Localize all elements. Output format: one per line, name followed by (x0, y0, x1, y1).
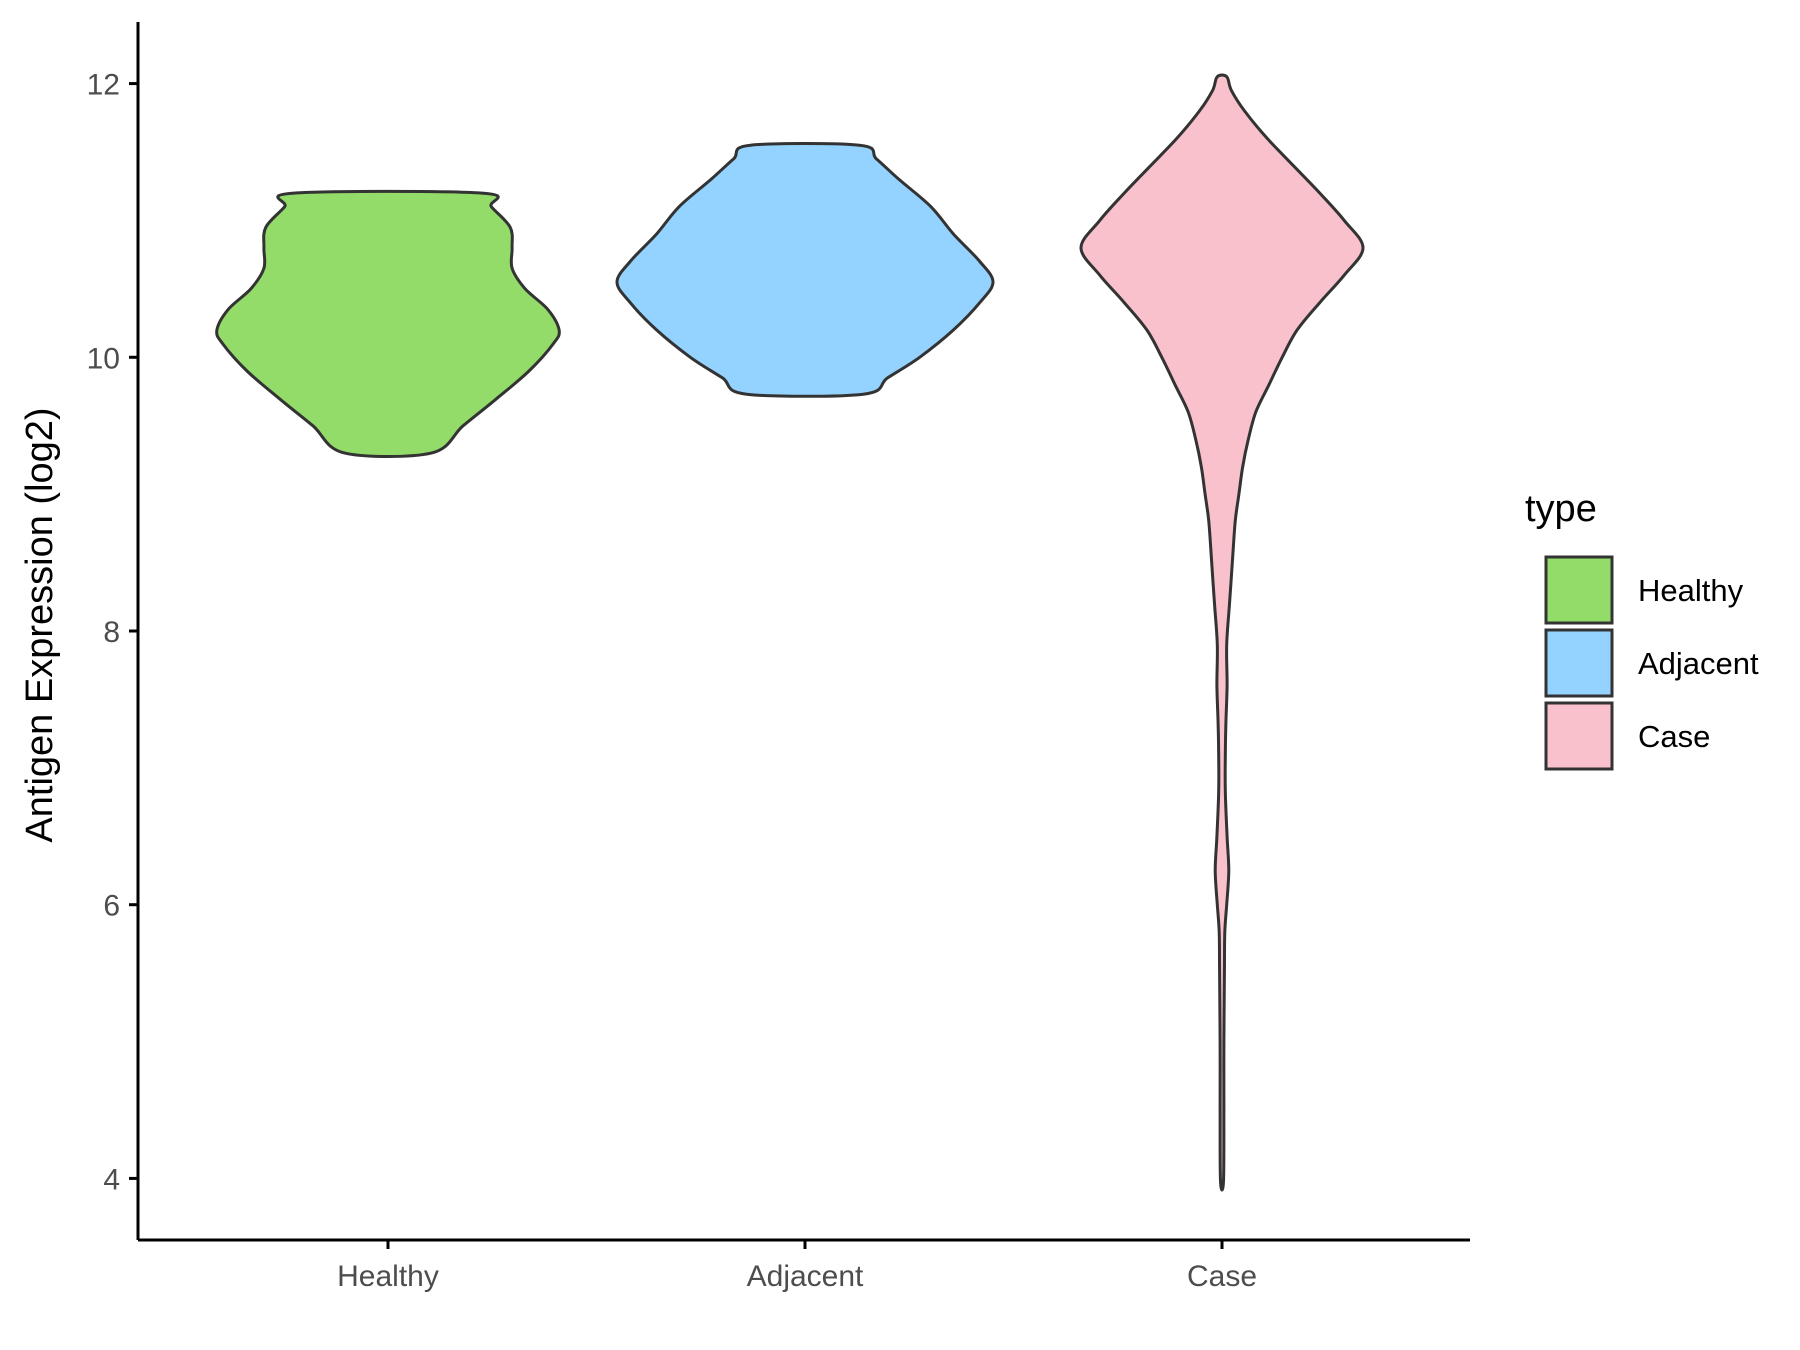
legend: type Healthy Adjacent Case (1525, 488, 1759, 771)
violin-adjacent (615, 141, 995, 398)
violin-layer (215, 73, 1365, 1192)
y-tick-label: 8 (103, 616, 120, 649)
y-axis: 4 6 8 10 12 (87, 22, 140, 1240)
legend-key-case (1544, 701, 1614, 771)
legend-key-adjacent (1544, 628, 1614, 698)
x-axis: Healthy Adjacent Case (138, 1238, 1470, 1293)
y-axis-title: Antigen Expression (log2) (19, 407, 61, 842)
legend-label-healthy: Healthy (1638, 573, 1744, 608)
x-tick-label-case: Case (1187, 1260, 1257, 1293)
y-tick-label: 12 (87, 69, 120, 102)
y-tick-label: 4 (103, 1163, 120, 1196)
x-tick-label-adjacent: Adjacent (747, 1260, 864, 1293)
x-tick-label-healthy: Healthy (337, 1260, 439, 1293)
violin-case (1079, 73, 1365, 1192)
legend-key-healthy (1544, 555, 1614, 625)
legend-label-case: Case (1638, 719, 1710, 754)
legend-title: type (1525, 488, 1597, 530)
y-tick-label: 10 (87, 342, 120, 375)
violin-healthy (215, 189, 561, 459)
legend-label-adjacent: Adjacent (1638, 646, 1759, 681)
y-tick-label: 6 (103, 890, 120, 923)
